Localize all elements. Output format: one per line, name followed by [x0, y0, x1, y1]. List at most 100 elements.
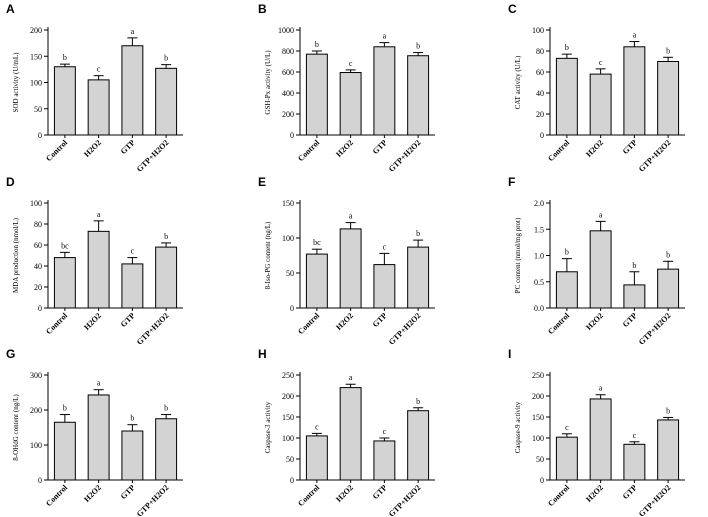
bar — [121, 45, 144, 136]
significance-letter: b — [565, 248, 569, 257]
bar — [339, 387, 362, 481]
y-axis-label: SOD activity (U/mL) — [12, 52, 20, 113]
significance-letter: b — [63, 404, 67, 413]
bar — [657, 61, 680, 136]
significance-letter: b — [565, 43, 569, 52]
x-tick-label: GTP+H2O2 — [387, 311, 423, 347]
y-axis-label: PC content (nmol/mg prot) — [514, 217, 522, 293]
significance-letter: b — [666, 46, 670, 55]
x-tick-label: Control — [546, 483, 572, 509]
y-tick-label: 150 — [532, 413, 544, 422]
x-tick-label: GTP+H2O2 — [637, 138, 673, 174]
significance-letter: a — [131, 27, 135, 36]
panel-label: I — [508, 347, 511, 361]
bar — [407, 410, 430, 481]
y-tick-label: 200 — [30, 406, 42, 415]
y-tick-label: 150 — [282, 199, 294, 208]
y-tick-label: 100 — [30, 79, 42, 88]
x-tick-label: Control — [296, 311, 322, 337]
y-tick-label: 2.0 — [534, 199, 544, 208]
panel-label: G — [6, 347, 15, 361]
bar — [623, 443, 646, 481]
x-tick-label: H2O2 — [584, 483, 605, 504]
significance-letter: a — [383, 32, 387, 41]
significance-letter: b — [164, 232, 168, 241]
x-tick-label: GTP+H2O2 — [637, 311, 673, 347]
y-tick-label: 100 — [532, 434, 544, 443]
y-tick-label: 100 — [532, 26, 544, 35]
bar — [121, 263, 144, 309]
y-tick-label: 800 — [282, 47, 294, 56]
y-tick-label: 150 — [30, 52, 42, 61]
significance-letter: c — [599, 58, 603, 67]
panel-label: A — [6, 2, 15, 16]
panel-label: H — [258, 347, 267, 361]
significance-letter: b — [416, 42, 420, 51]
significance-letter: c — [349, 59, 353, 68]
x-tick-label: GTP+H2O2 — [387, 483, 423, 517]
bar — [373, 440, 396, 481]
significance-letter: b — [315, 40, 319, 49]
bar — [87, 230, 110, 309]
significance-letter: a — [599, 210, 603, 219]
significance-letter: b — [632, 261, 636, 270]
chart-panel-a: A 0 50 100 150 200 SOD activity (U/mL) b Control… — [6, 2, 183, 174]
x-tick-label: GTP — [371, 483, 389, 501]
significance-letter: c — [565, 423, 569, 432]
significance-letter: c — [97, 65, 101, 74]
y-tick-label: 250 — [282, 371, 294, 380]
y-tick-label: 40 — [34, 262, 42, 271]
bar — [339, 72, 362, 136]
x-tick-label: Control — [44, 311, 70, 337]
y-tick-label: 50 — [286, 269, 294, 278]
y-tick-label: 60 — [34, 241, 42, 250]
chart-panel-c: C 0 20 40 60 80 100 CAT activity (U/L) b Control c… — [508, 2, 685, 174]
bar — [339, 228, 362, 309]
bar — [555, 271, 578, 309]
y-tick-label: 40 — [536, 89, 544, 98]
significance-letter: b — [164, 404, 168, 413]
bar — [657, 268, 680, 309]
significance-letter: a — [349, 212, 353, 221]
bar — [407, 246, 430, 309]
y-axis-label: 8-OHdG content (ng/L) — [12, 394, 20, 461]
x-tick-label: Control — [44, 138, 70, 164]
y-axis-label: GSH-Px activity (U/L) — [264, 50, 272, 115]
bar — [305, 435, 328, 481]
panel-label: F — [508, 175, 515, 189]
y-axis-label: 8-Iso-PG content (ng/L) — [264, 221, 272, 289]
significance-letter: b — [666, 406, 670, 415]
x-tick-label: H2O2 — [334, 138, 355, 159]
y-tick-label: 300 — [30, 371, 42, 380]
bar — [121, 430, 144, 481]
y-tick-label: 20 — [34, 283, 42, 292]
y-tick-label: 0 — [38, 131, 42, 140]
y-tick-label: 100 — [282, 434, 294, 443]
x-tick-label: GTP — [621, 138, 639, 156]
bar — [657, 419, 680, 481]
y-tick-label: 0 — [38, 476, 42, 485]
y-axis-label: CAT activity (U/L) — [514, 55, 522, 109]
x-tick-label: Control — [546, 138, 572, 164]
significance-letter: c — [315, 422, 319, 431]
y-tick-label: 50 — [536, 455, 544, 464]
bar — [305, 53, 328, 136]
y-tick-label: 400 — [282, 89, 294, 98]
significance-letter: a — [349, 373, 353, 382]
significance-letter: b — [164, 54, 168, 63]
bar — [555, 57, 578, 136]
chart-panel-i: I 0 50 100 150 200 250 Caspase-9 activity c Contr… — [508, 347, 685, 517]
y-tick-label: 0 — [38, 304, 42, 313]
x-tick-label: GTP — [119, 138, 137, 156]
panel-label: B — [258, 2, 267, 16]
y-tick-label: 80 — [34, 220, 42, 229]
y-tick-label: 80 — [536, 47, 544, 56]
bar — [87, 79, 110, 136]
x-tick-label: GTP — [371, 138, 389, 156]
significance-letter: c — [131, 247, 135, 256]
y-tick-label: 200 — [532, 392, 544, 401]
y-tick-label: 200 — [30, 26, 42, 35]
bar — [623, 46, 646, 136]
